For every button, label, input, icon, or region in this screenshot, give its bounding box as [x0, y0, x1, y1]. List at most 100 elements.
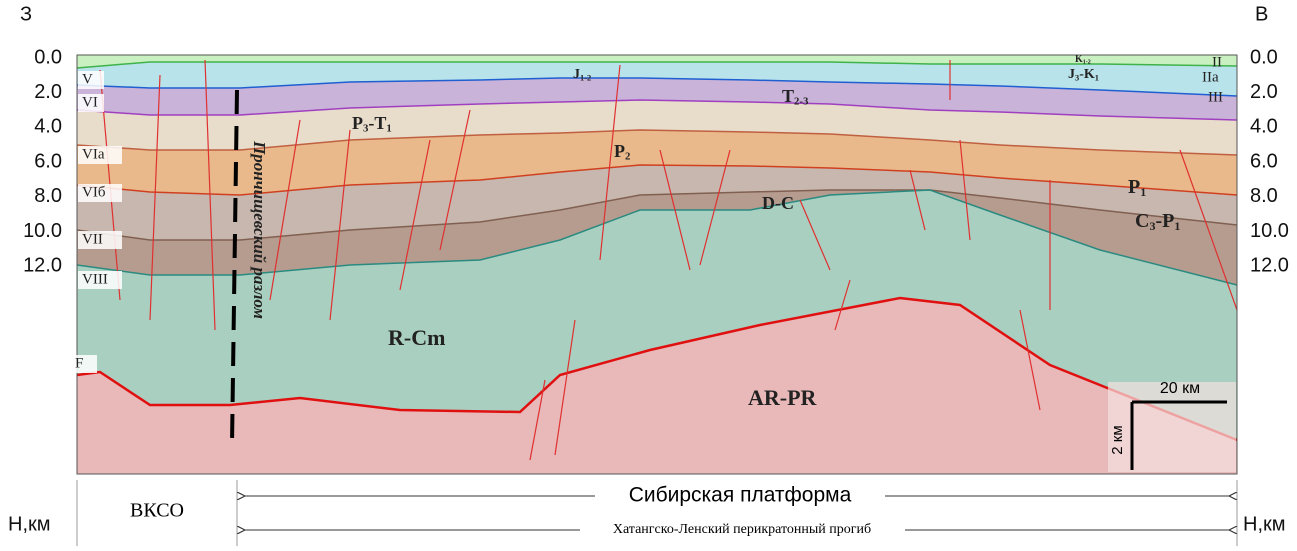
fault [329, 129, 351, 321]
unit-part: 3 [1075, 73, 1079, 82]
fault [149, 74, 161, 321]
horizon-label: II [1212, 54, 1222, 70]
depth-label: 12.0 [1250, 254, 1289, 276]
unit-label: K1-2 [1075, 54, 1091, 66]
unit-label: D-C [762, 193, 794, 213]
fault-trace [230, 89, 239, 446]
fault [269, 119, 301, 301]
west-label: З [20, 3, 32, 25]
unit-label: J1-2 [573, 67, 591, 82]
fault [554, 319, 576, 456]
unit-part: T [782, 86, 794, 106]
horizon-label: III [1208, 89, 1223, 105]
horizon [76, 189, 1238, 286]
layer [77, 78, 1237, 120]
axis-unit: Н,км [1243, 513, 1286, 535]
depth-label: 10.0 [1250, 220, 1289, 242]
horizon-label-box [78, 271, 122, 289]
horizon-label-box [78, 184, 122, 202]
layer [77, 165, 1237, 240]
rcm-layer [77, 190, 1237, 440]
horizon-label-box [78, 71, 104, 89]
horizon [76, 129, 1238, 156]
fault [699, 149, 731, 266]
unit-part: 3 [363, 123, 369, 135]
horizon-label: VIII [82, 271, 108, 287]
fault [834, 279, 851, 331]
frame [76, 54, 1238, 475]
horizon-label: F [75, 355, 83, 371]
unit-part: AR-PR [748, 385, 818, 410]
horizon-label: V [82, 71, 93, 87]
fault-label: Прончищевский разлом [250, 140, 269, 319]
layer [77, 190, 1237, 285]
fault [204, 59, 216, 331]
depth-label: 8.0 [34, 185, 62, 207]
horizon [76, 164, 1238, 196]
horizon-label-box [78, 94, 104, 112]
fault [1019, 309, 1041, 411]
horizon [76, 99, 1238, 121]
depth-label: 6.0 [1250, 150, 1278, 172]
axis-unit: Н,км [8, 513, 51, 535]
layer [77, 130, 1237, 195]
unit-part: 3 [1149, 219, 1155, 233]
unit-part: -K [1079, 67, 1095, 82]
horizon-label: VIб [82, 184, 106, 200]
unit-part: 1-2 [1083, 60, 1091, 66]
unit-part: P [1128, 176, 1140, 198]
horizon [76, 61, 1238, 69]
layer [77, 62, 1237, 96]
platform-label: Сибирская платформа [629, 484, 852, 507]
layer [77, 100, 1237, 155]
fault [659, 149, 691, 271]
horizon-label: IIa [1202, 69, 1219, 85]
horizon-label: VI [82, 94, 98, 110]
horizon-label-box [78, 146, 122, 164]
unit-part: P [352, 113, 363, 133]
unit-part: K [1075, 54, 1083, 65]
fault [599, 64, 621, 261]
trough-label: Хатангско-Ленский перикратонный прогиб [613, 522, 871, 537]
unit-part: J [573, 67, 580, 82]
unit-label: C3-P1 [1135, 210, 1180, 233]
unit-part: 1 [386, 123, 391, 135]
layers [76, 55, 1238, 474]
unit-part: 1 [1140, 185, 1146, 199]
unit-part: C [1135, 210, 1149, 232]
depth-label: 12.0 [23, 254, 62, 276]
unit-part: 1 [1174, 219, 1180, 233]
vkso-label: ВКСО [130, 500, 184, 522]
depth-label: 2.0 [34, 81, 62, 103]
unit-label: R-Cm [388, 325, 445, 350]
unit-part: 1-2 [580, 73, 591, 82]
depth-label: 10.0 [23, 220, 62, 242]
depth-label: 2.0 [1250, 81, 1278, 103]
unit-label: P2 [614, 141, 630, 163]
horizon [76, 77, 1238, 97]
horizon [76, 189, 1238, 241]
unit-part: -T [368, 113, 386, 133]
scale-label: 2 км [1109, 425, 1126, 454]
unit-label: P3-T1 [352, 113, 392, 135]
unit-part: 1 [1095, 73, 1099, 82]
unit-part: P [614, 141, 625, 161]
basement-top [76, 296, 1238, 442]
unit-part: 2-3 [794, 96, 809, 108]
fault [529, 379, 546, 461]
horizon-label: VII [82, 231, 103, 247]
fault [959, 139, 971, 241]
horizon-label-box [71, 355, 97, 373]
unit-part: J [1068, 67, 1075, 82]
unit-label: AR-PR [748, 385, 818, 410]
unit-label: T2-3 [782, 86, 809, 108]
fault [439, 109, 471, 251]
unit-label: P1 [1128, 176, 1146, 199]
depth-label: 0.0 [1250, 46, 1278, 68]
horizon-label: VIa [82, 146, 105, 162]
fault [909, 169, 926, 231]
unit-part: 2 [625, 151, 630, 163]
depth-label: 0.0 [34, 46, 62, 68]
fault [799, 199, 831, 271]
